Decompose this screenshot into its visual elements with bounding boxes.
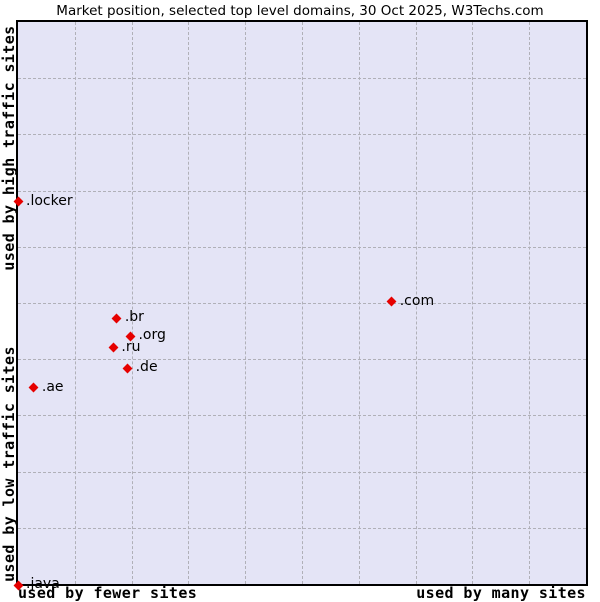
point-label: .ae <box>41 378 64 395</box>
diamond-marker-icon <box>386 296 397 307</box>
horizontal-gridline <box>18 471 586 473</box>
point-label: .locker <box>26 192 73 209</box>
chart-title: Market position, selected top level doma… <box>56 3 544 19</box>
diamond-marker-icon <box>111 313 122 324</box>
horizontal-gridline <box>18 134 586 136</box>
point-label: .br <box>124 309 144 326</box>
horizontal-gridline <box>18 527 586 529</box>
diamond-marker-icon <box>28 382 39 393</box>
horizontal-gridline <box>18 415 586 417</box>
plot-area: .locker .com .br .org .ru .de .ae .java <box>13 20 588 592</box>
horizontal-gridline <box>18 78 586 80</box>
x-axis-label-many-sites: used by many sites <box>416 584 586 602</box>
y-axis-label-low-traffic: used by low traffic sites <box>0 346 18 582</box>
point-label: .com <box>399 292 435 309</box>
y-axis-label-high-traffic: used by high traffic sites <box>0 25 18 271</box>
point-label: .ru <box>121 338 141 355</box>
horizontal-gridline <box>18 190 586 192</box>
point-label: .de <box>135 359 158 376</box>
point-label: .java <box>26 576 60 593</box>
horizontal-gridline <box>18 359 586 361</box>
horizontal-gridline <box>18 246 586 248</box>
x-axis-label-fewer-sites: used by fewer sites <box>18 584 198 602</box>
horizontal-gridline <box>18 303 586 304</box>
diamond-marker-icon <box>108 343 119 353</box>
point-label: .org <box>138 327 166 344</box>
